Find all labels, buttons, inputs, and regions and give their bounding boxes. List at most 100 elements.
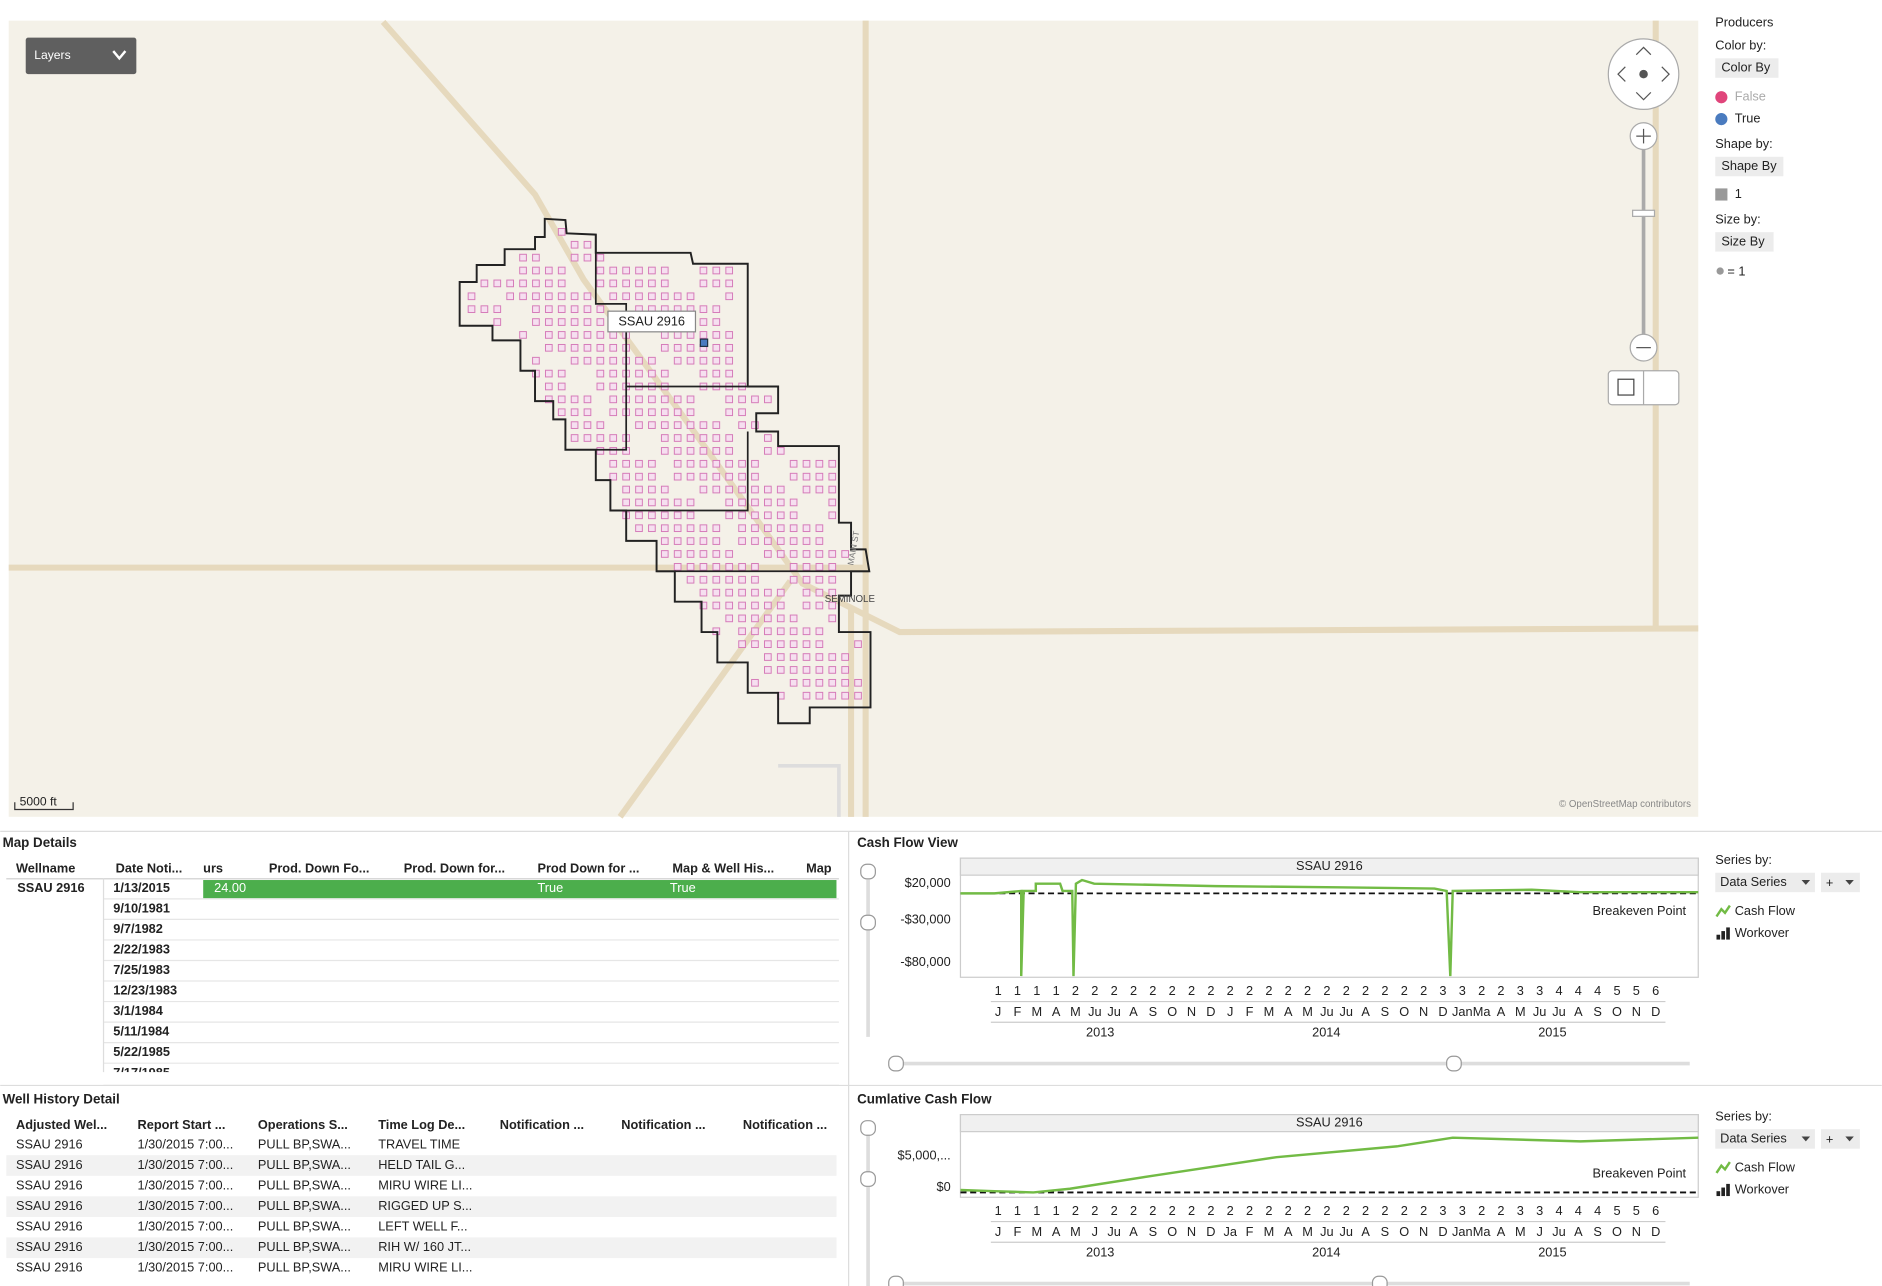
- producer: [635, 459, 643, 468]
- producer: [751, 537, 759, 545]
- slider-handle[interactable]: [860, 863, 876, 880]
- producer: [583, 253, 592, 262]
- producer: [738, 498, 746, 507]
- x-tick-label: 2: [1362, 1203, 1369, 1218]
- producer: [725, 459, 734, 468]
- producer: [699, 279, 708, 288]
- cell: SSAU 2916: [16, 1260, 83, 1275]
- x-tick-label: 5: [1633, 983, 1640, 998]
- producer: [493, 279, 502, 288]
- legend: Producers Color by: Color By False True …: [1715, 14, 1784, 279]
- slider-handle[interactable]: [888, 1055, 904, 1072]
- producer: [738, 640, 746, 648]
- producer: [712, 343, 721, 352]
- x-tick-label: Ju: [1107, 1224, 1120, 1239]
- cell: MIRU WIRE LI...: [378, 1260, 472, 1275]
- layers-button[interactable]: [25, 37, 137, 75]
- series-button[interactable]: [1715, 872, 1815, 893]
- x-tick-label: F: [1246, 1004, 1254, 1019]
- size-button[interactable]: [1715, 232, 1774, 252]
- producer: [828, 601, 837, 610]
- color-button[interactable]: [1715, 58, 1779, 78]
- producer: [699, 601, 708, 610]
- cell: RIH W/ 160 JT...: [378, 1239, 471, 1254]
- column-header: Prod Down for ...: [537, 860, 639, 875]
- producer: [583, 305, 592, 313]
- selected-marker[interactable]: [699, 338, 709, 348]
- x-tick-label: M: [1302, 1224, 1313, 1239]
- slider-handle[interactable]: [860, 914, 876, 931]
- producer: [596, 305, 605, 313]
- town-label: SEMINOLE: [825, 594, 876, 605]
- producer: [570, 408, 579, 417]
- x-tick-label: 5: [1633, 1203, 1640, 1218]
- producer: [828, 511, 837, 520]
- producer: [635, 511, 643, 520]
- producer: [751, 485, 759, 494]
- x-tick-label: 2: [1072, 1203, 1079, 1218]
- zoom-thumb[interactable]: [1632, 209, 1656, 217]
- slider-handle[interactable]: [860, 1171, 876, 1187]
- cell: True: [670, 880, 696, 895]
- plot-area: [959, 857, 1699, 978]
- x-tick-label: O: [1399, 1004, 1409, 1019]
- slider-handle[interactable]: [860, 1120, 876, 1136]
- add-button[interactable]: [1821, 1129, 1860, 1149]
- x-tick-label: 5: [1613, 983, 1620, 998]
- x-tick-label: 2: [1265, 983, 1272, 998]
- x-tick-label: 2: [1323, 1203, 1330, 1218]
- x-tick-label: S: [1149, 1004, 1158, 1019]
- slider-handle[interactable]: [888, 1275, 904, 1286]
- producer: [493, 318, 502, 326]
- producer: [764, 498, 772, 507]
- x-tick-label: A: [1129, 1224, 1138, 1239]
- producer: [738, 627, 746, 636]
- producer: [828, 459, 837, 468]
- producer: [557, 318, 566, 326]
- add-button[interactable]: [1821, 872, 1860, 893]
- lease-divisions: [594, 234, 870, 573]
- producer: [699, 356, 708, 365]
- producer: [751, 678, 759, 687]
- x-tick-label: F: [1246, 1224, 1254, 1239]
- cell: MIRU WIRE LI...: [378, 1177, 472, 1192]
- producer: [635, 395, 643, 404]
- series-button[interactable]: [1715, 1129, 1815, 1149]
- legend-item: False: [1735, 89, 1766, 104]
- producer: [712, 588, 721, 597]
- x-tick-label: 1: [995, 983, 1002, 998]
- producer: [725, 550, 734, 558]
- producer: [854, 678, 862, 687]
- x-tick-label: 2: [1207, 983, 1214, 998]
- producer: [712, 563, 721, 571]
- x-tick-label: S: [1381, 1224, 1390, 1239]
- x-tick-label: 4: [1575, 983, 1582, 998]
- producer: [828, 666, 837, 674]
- producer: [673, 563, 682, 571]
- producer: [686, 537, 695, 545]
- x-tick-label: 1: [1033, 1203, 1040, 1218]
- producer: [802, 653, 811, 661]
- producer: [583, 331, 592, 339]
- producer: [738, 408, 746, 417]
- shape-button[interactable]: [1715, 156, 1784, 177]
- map[interactable]: SSAU 2916 SEMINOLE MAIN ST Layers 5000 f…: [8, 19, 1699, 819]
- producer: [660, 447, 669, 455]
- producer: [802, 588, 811, 597]
- producer: [596, 266, 605, 275]
- slider-handle[interactable]: [1371, 1275, 1388, 1286]
- producer: [660, 511, 669, 520]
- producer: [802, 640, 811, 648]
- producer: [725, 601, 734, 610]
- x-tick-label: M: [1515, 1224, 1526, 1239]
- slider-handle[interactable]: [1446, 1055, 1462, 1072]
- producer: [725, 434, 734, 442]
- selected-row: [203, 880, 837, 899]
- x-tick-label: 6: [1652, 983, 1659, 998]
- x-tick-label: 2: [1323, 983, 1330, 998]
- x-tick-label: Ju: [1340, 1004, 1353, 1019]
- producer: [519, 331, 527, 339]
- producer: [596, 369, 605, 378]
- producer: [660, 369, 669, 378]
- producer: [557, 369, 566, 378]
